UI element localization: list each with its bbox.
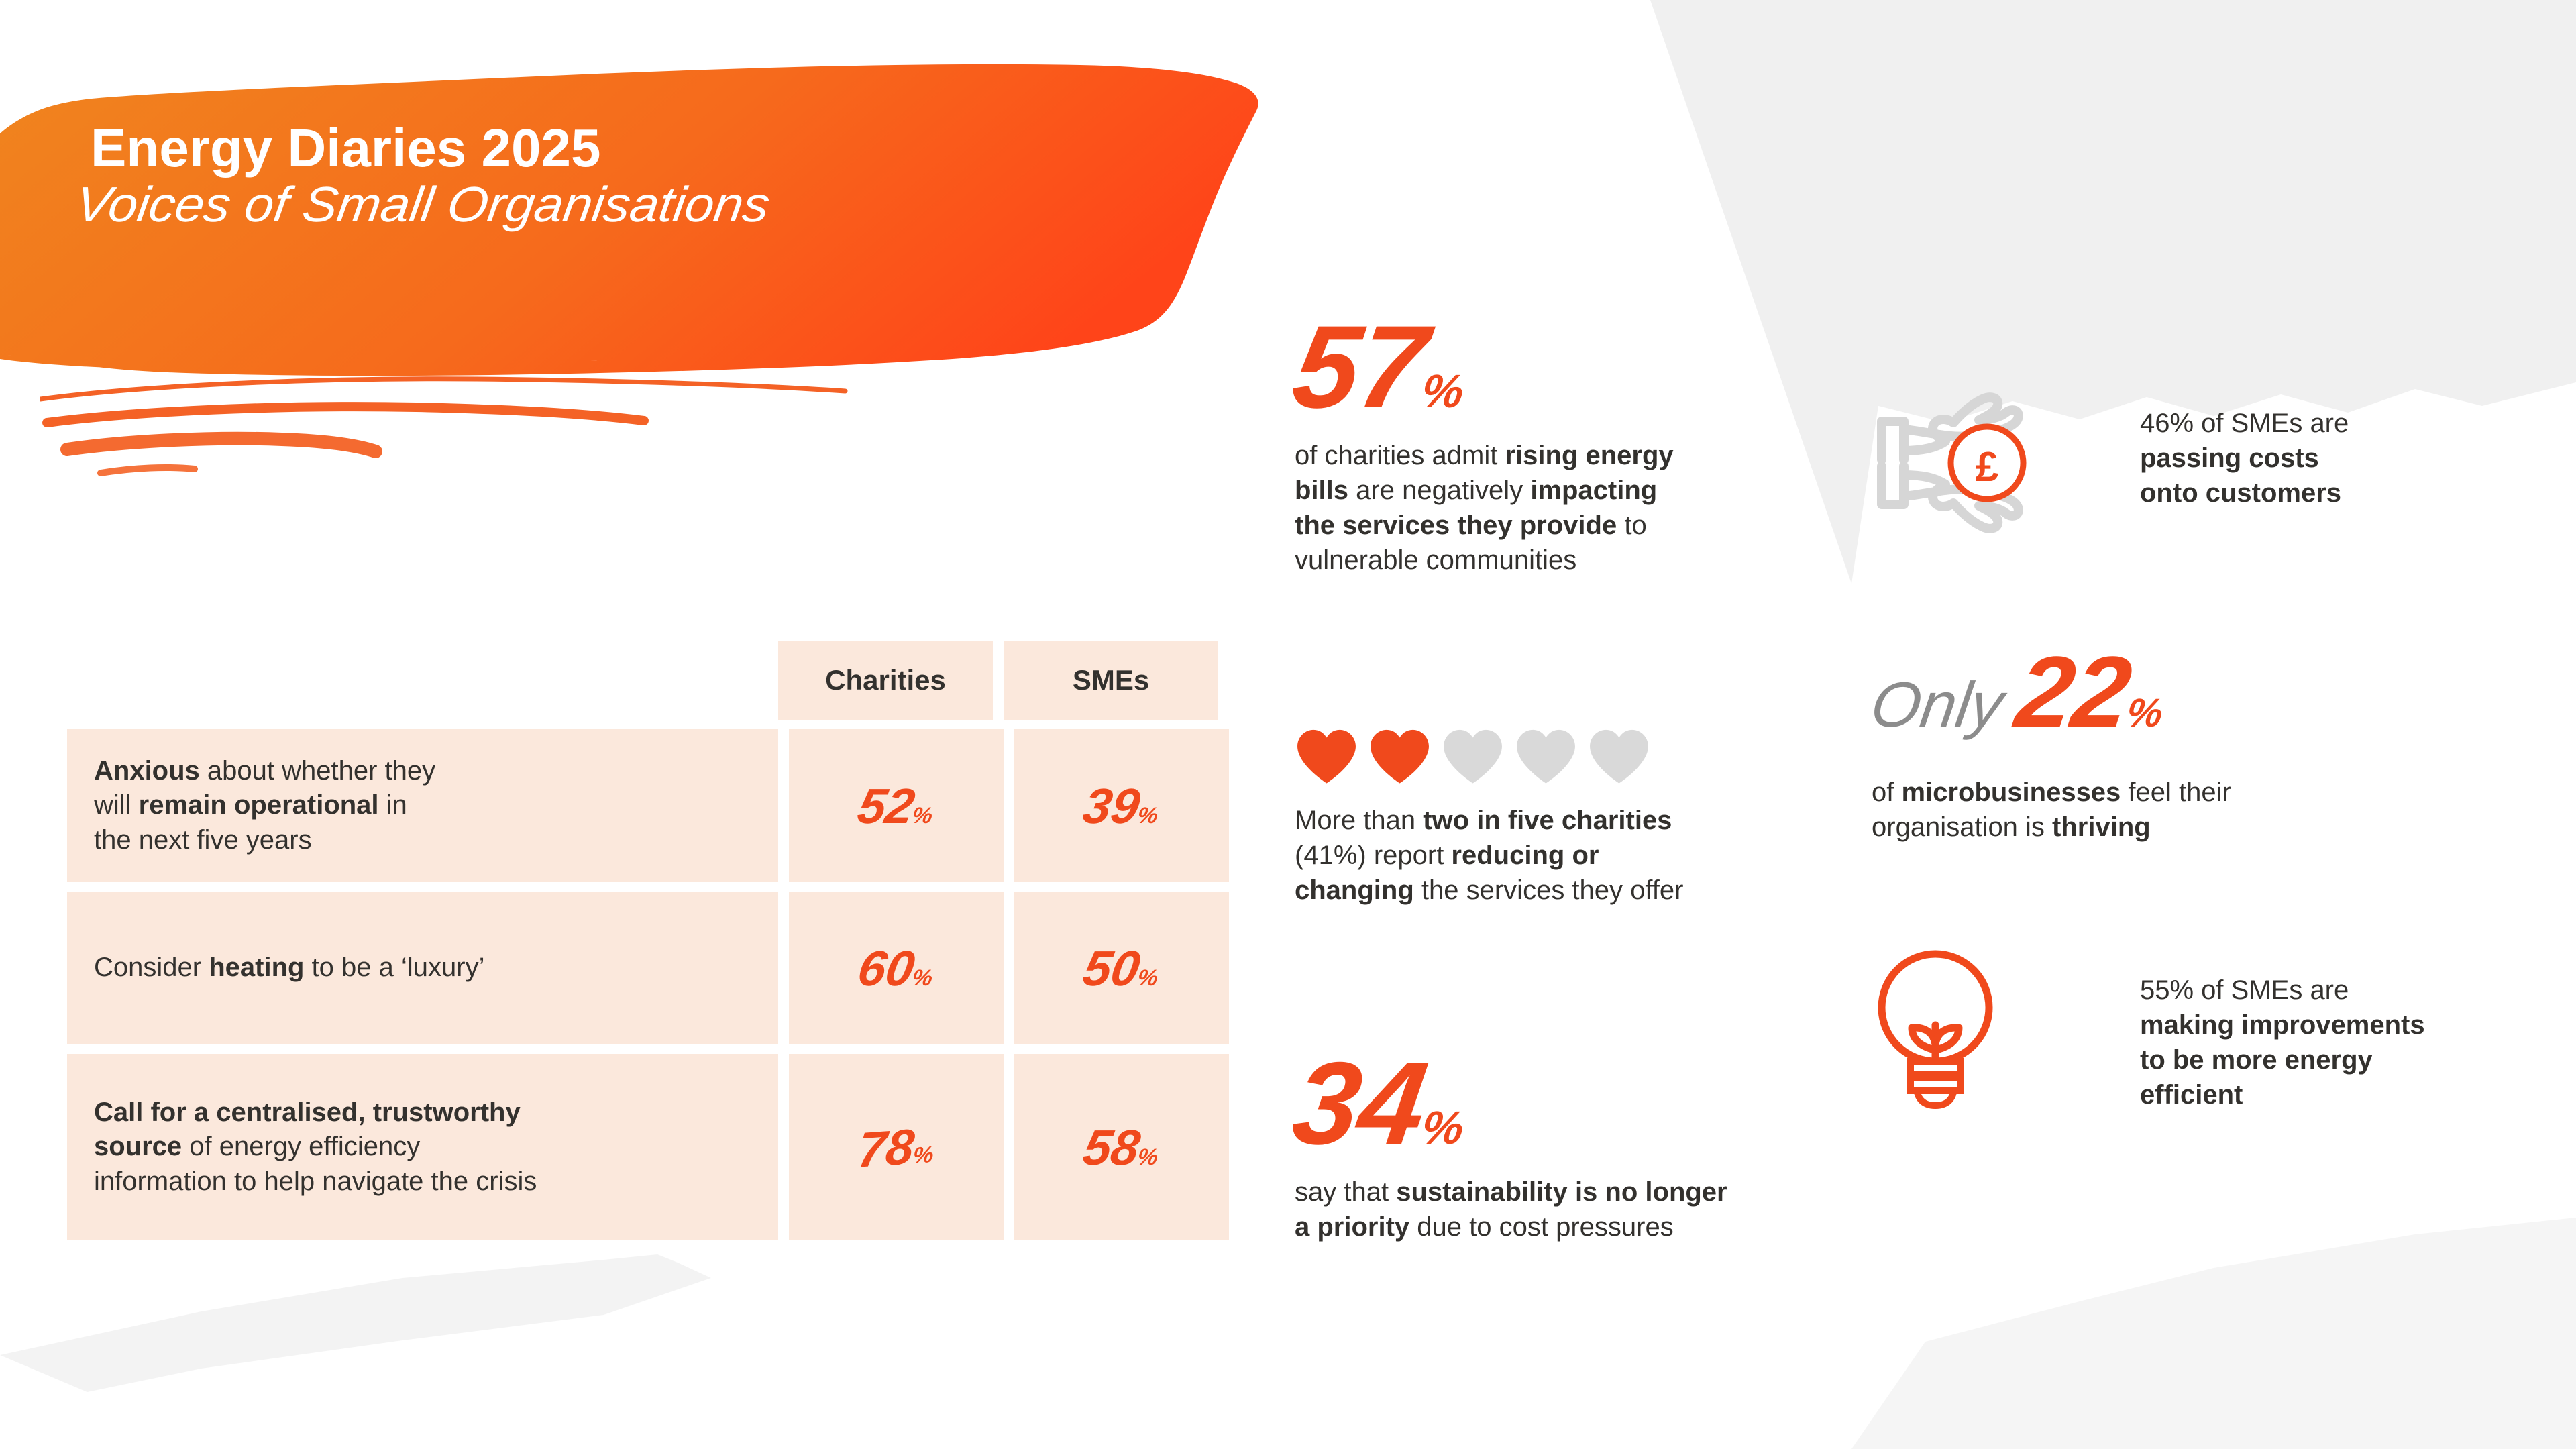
svg-text:£: £ xyxy=(1976,444,1998,490)
